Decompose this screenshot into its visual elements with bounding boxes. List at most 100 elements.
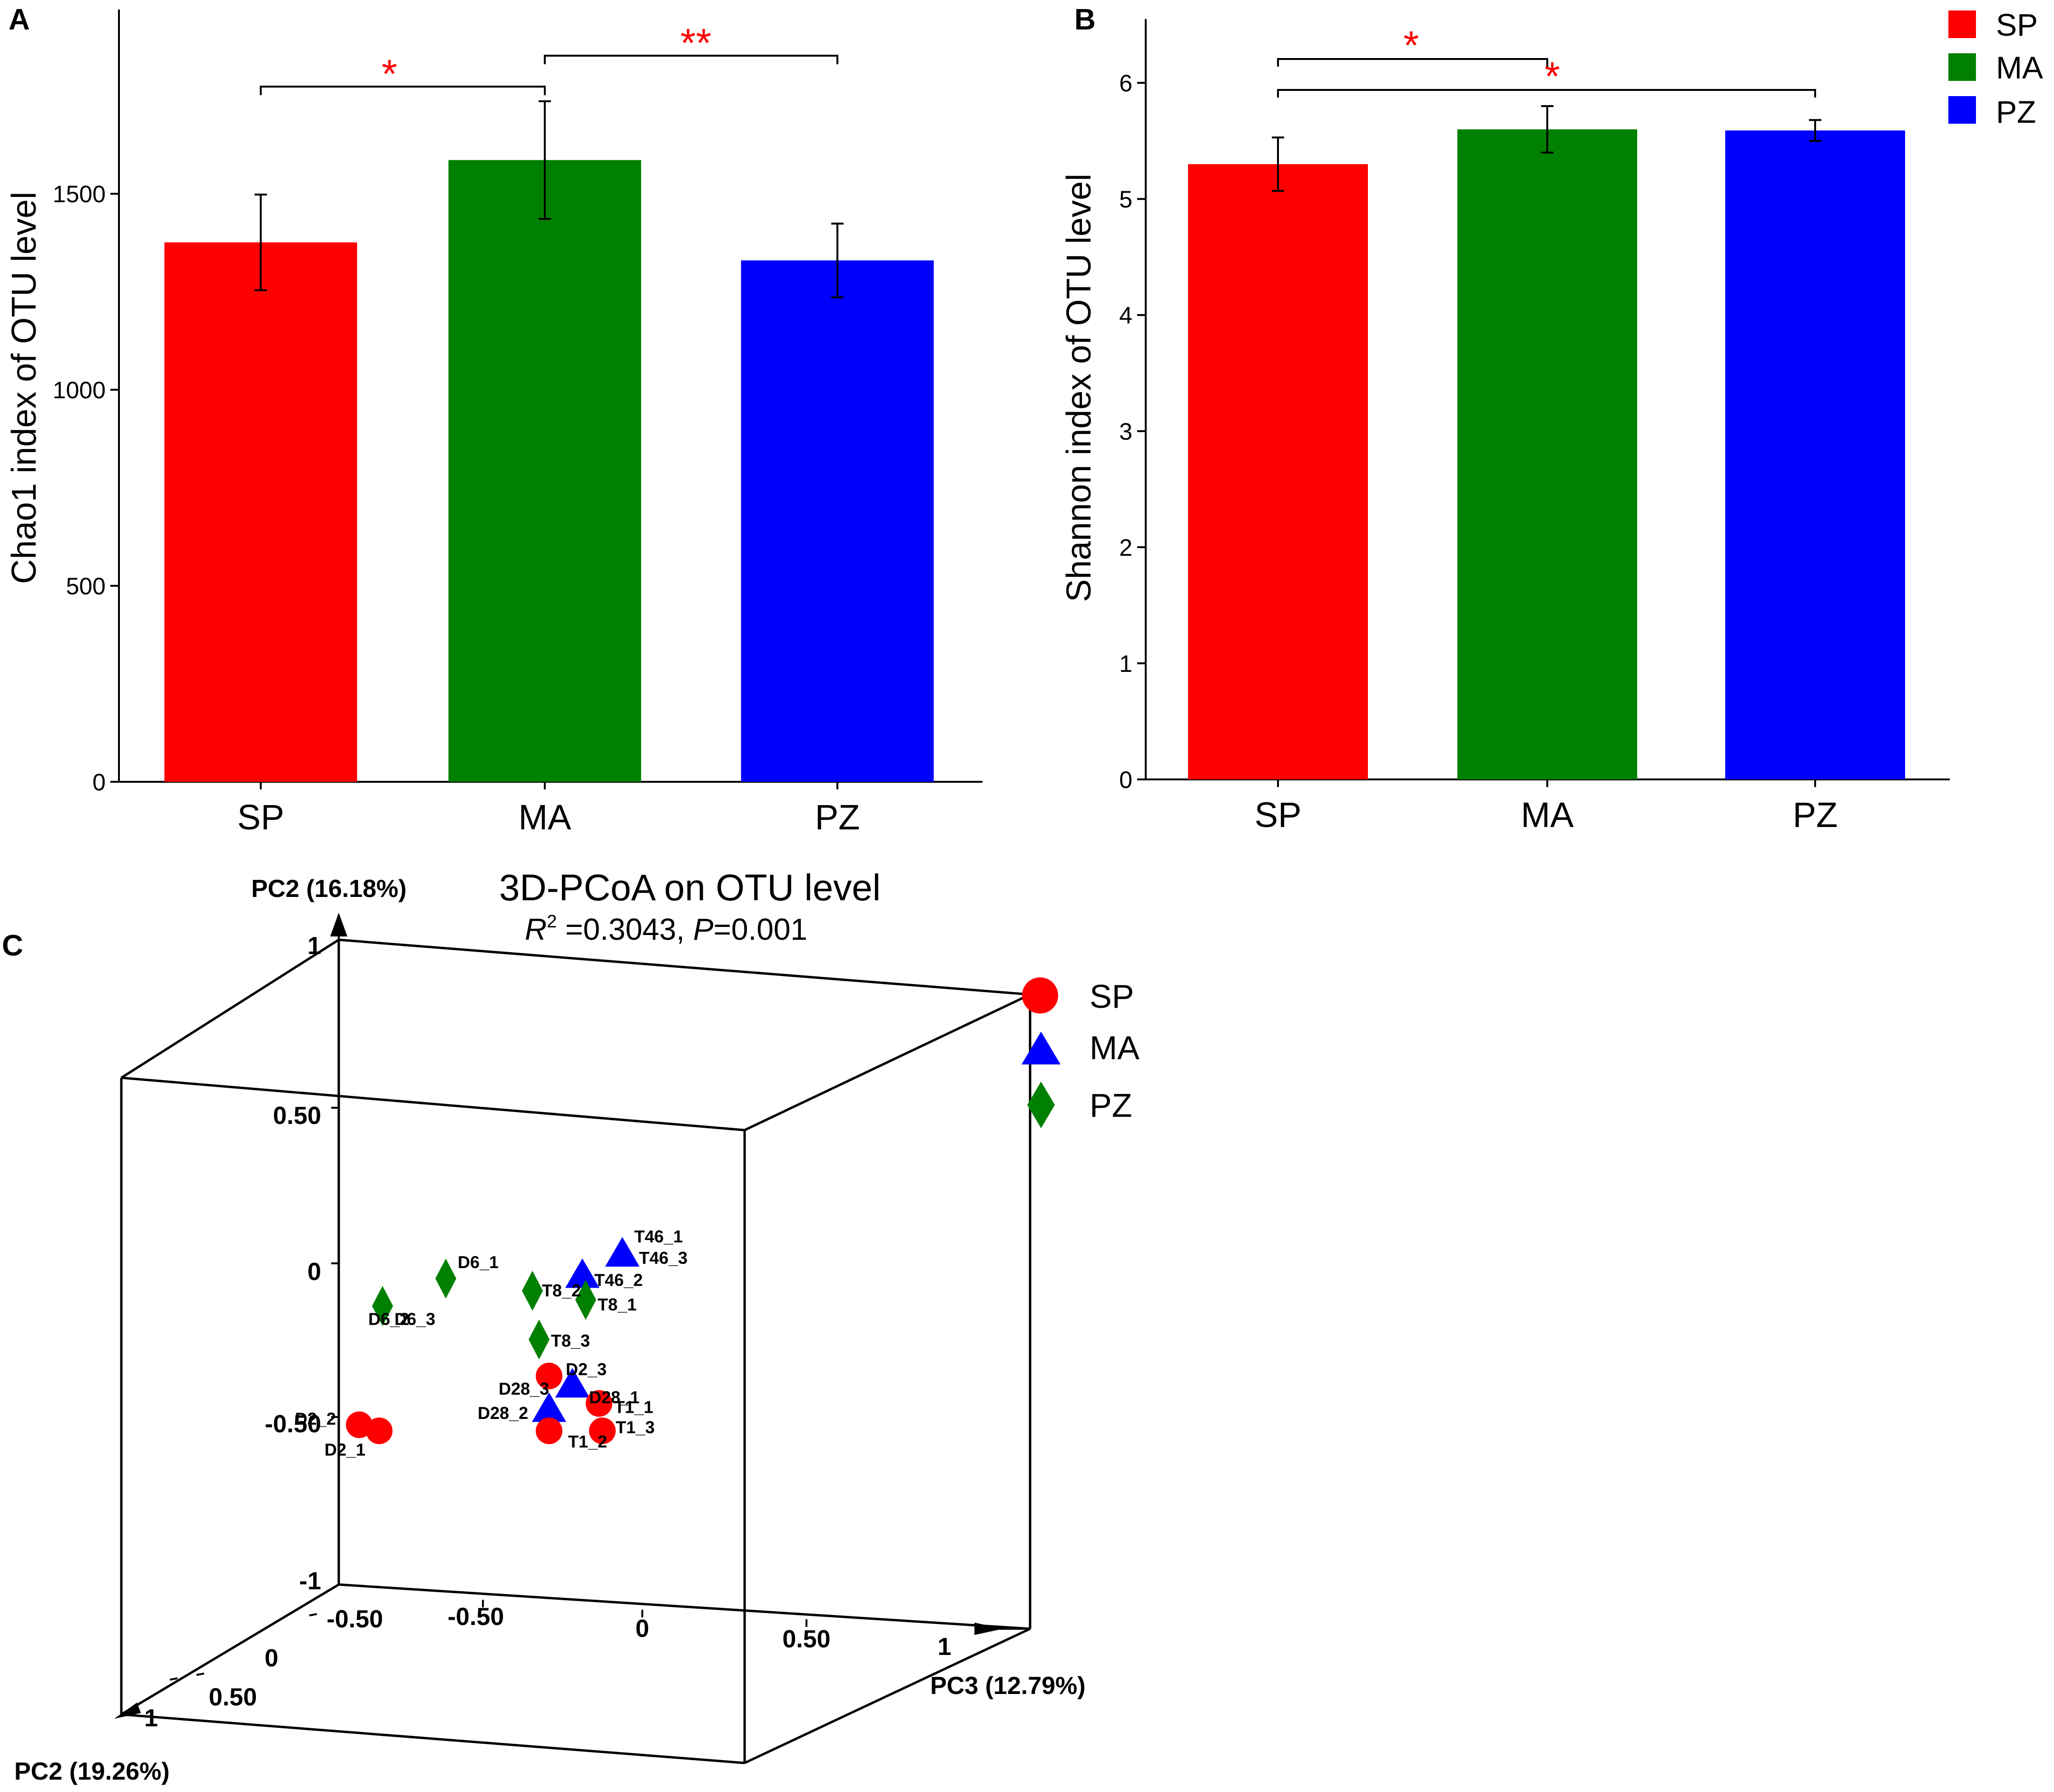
shannon-y-tick-label: 5 — [1119, 186, 1132, 213]
legend-swatch-pz — [1948, 96, 1976, 124]
chao1-marks: *** — [164, 20, 934, 782]
legend-swatch-sp — [1948, 10, 1976, 38]
r2-value: =0.3043, — [557, 912, 693, 946]
pcoa-point-t1-1 — [586, 1390, 612, 1417]
pcoa-point-label: T8_2 — [542, 1281, 581, 1300]
tick-mark — [169, 1677, 178, 1681]
shannon-marks: ** — [1188, 23, 1905, 780]
pcoa-point-label: T8_3 — [551, 1331, 590, 1350]
pcoa-stat-line: R2 =0.3043, P=0.001 — [525, 912, 807, 946]
pcoa-point-label: D28_3 — [499, 1379, 549, 1398]
vertical-tick-label: -1 — [299, 1567, 321, 1595]
depth-tick-label: -0.50 — [326, 1605, 383, 1633]
pcoa-point-label: T46_3 — [639, 1248, 688, 1268]
cube-edge — [121, 1076, 745, 1132]
legend-label-sp: SP — [1996, 7, 2038, 42]
shannon-y-tick-label: 3 — [1119, 418, 1132, 445]
shannon-legend: SP MA PZ — [1948, 7, 2043, 129]
pcoa-point-label: D2_2 — [295, 1409, 336, 1428]
pcoa-point-t46-2 — [565, 1258, 599, 1288]
chao1-significance-label: * — [382, 51, 397, 96]
pcoa-legend-label-ma: MA — [1090, 1029, 1140, 1066]
shannon-significance-bracket — [1277, 89, 1816, 98]
chao1-x-tick-label-sp: SP — [237, 798, 285, 837]
p-symbol: P — [693, 912, 714, 946]
pcoa-point-d6-3 — [372, 1286, 393, 1326]
cube-edge — [744, 1627, 1031, 1764]
horizontal-axis-arrow-icon — [974, 1623, 1003, 1635]
panel-label-a: A — [9, 3, 30, 36]
pcoa-cube — [120, 938, 1032, 1764]
pcoa-point-label: D2_3 — [566, 1359, 607, 1379]
shannon-bar-chart: Shannon index of OTU level 0 1 2 3 4 5 6 SP MA PZ… — [1060, 7, 2043, 835]
vertical-axis-arrow-icon — [330, 913, 347, 936]
depth-tick-label: 1 — [144, 1704, 158, 1732]
pcoa-title: 3D-PCoA on OTU level — [499, 866, 881, 908]
pcoa-point-label: D28_2 — [478, 1403, 528, 1423]
tick-mark — [196, 1673, 205, 1676]
pcoa-point-t8-2 — [522, 1270, 543, 1311]
chao1-significance-bracket — [260, 86, 546, 95]
r2-superscript: 2 — [547, 912, 557, 932]
shannon-significance-label: * — [1404, 23, 1419, 68]
pcoa-point-label: D6_3 — [394, 1310, 435, 1329]
pcoa-point-d28-2 — [532, 1392, 566, 1422]
p-value: =0.001 — [713, 912, 807, 946]
vertical-axis-title: PC2 (16.18%) — [251, 875, 407, 903]
legend-marker-triangle-icon — [1022, 1032, 1061, 1064]
pcoa-point-label: D2_1 — [324, 1440, 365, 1459]
cube-edge — [120, 938, 340, 1079]
shannon-y-tick-label: 0 — [1119, 767, 1132, 793]
legend-label-pz: PZ — [1996, 94, 2036, 129]
tick-mark — [309, 1613, 317, 1616]
pcoa-point-label: T1_3 — [616, 1418, 655, 1437]
shannon-x-tick-label-sp: SP — [1255, 795, 1302, 835]
shannon-x-tick-label-pz: PZ — [1793, 795, 1838, 835]
horizontal-axis-title: PC3 (12.79%) — [930, 1672, 1086, 1700]
pcoa-point-d2-2 — [346, 1411, 373, 1438]
pcoa-point-label: T8_1 — [598, 1295, 637, 1314]
depth-axis-title: PC2 (19.26%) — [14, 1758, 170, 1785]
legend-swatch-ma — [1948, 53, 1976, 81]
depth-tick-label: 0.50 — [209, 1684, 257, 1711]
chao1-y-tick-label: 1000 — [53, 377, 106, 404]
shannon-bar-ma — [1457, 129, 1637, 779]
pcoa-legend-label-sp: SP — [1090, 978, 1134, 1015]
pcoa-point-label: T1_1 — [614, 1397, 653, 1417]
shannon-y-axis-label: Shannon index of OTU level — [1060, 174, 1098, 602]
pcoa-point-label: T1_2 — [568, 1432, 607, 1451]
legend-marker-circle-icon — [1022, 977, 1058, 1014]
vertical-tick-label: 0.50 — [273, 1102, 321, 1130]
r2-symbol: R — [525, 912, 547, 946]
pcoa-point-t8-1 — [575, 1280, 596, 1320]
pcoa-3d-plot: 3D-PCoA on OTU level R2 =0.3043, P=0.001… — [14, 866, 1140, 1785]
legend-marker-diamond-icon — [1027, 1082, 1055, 1128]
pcoa-point-t46-3 — [605, 1237, 639, 1267]
vertical-tick-marks — [331, 1107, 339, 1418]
chao1-significance-label: ** — [680, 20, 711, 65]
shannon-y-tick-label: 4 — [1119, 302, 1132, 329]
pcoa-point-label: T46_1 — [634, 1227, 683, 1246]
chao1-y-tick-label: 0 — [92, 769, 106, 796]
pcoa-point-label: D28_1 — [589, 1388, 639, 1407]
chao1-axes: 0 500 1000 1500 SP MA PZ — [53, 10, 983, 837]
shannon-significance-label: * — [1544, 54, 1560, 98]
chao1-significance-bracket — [544, 55, 838, 64]
horizontal-tick-label: 0.50 — [782, 1625, 830, 1653]
pcoa-point-d6-1 — [435, 1259, 456, 1299]
chao1-bar-chart: Chao1 index of OTU level 0 500 1000 1500 SP M… — [5, 10, 983, 837]
depth-tick-marks — [169, 1613, 317, 1681]
chao1-y-tick-label: 500 — [66, 573, 106, 600]
horizontal-ticks: -0.50 0 0.50 1 — [448, 1603, 952, 1661]
cube-edge — [120, 1583, 340, 1716]
pcoa-legend: SP MA PZ — [1022, 977, 1140, 1128]
chao1-bar-ma — [448, 160, 641, 782]
shannon-x-tick-label-ma: MA — [1521, 795, 1574, 835]
shannon-bar-pz — [1725, 130, 1905, 779]
shannon-bar-sp — [1188, 164, 1368, 780]
pcoa-point-d28-3 — [555, 1368, 590, 1398]
depth-tick-label: 0 — [265, 1644, 278, 1672]
pcoa-point-label: D6_1 — [458, 1252, 499, 1272]
shannon-y-tick-label: 1 — [1119, 650, 1132, 677]
cube-edge — [338, 1583, 1031, 1630]
